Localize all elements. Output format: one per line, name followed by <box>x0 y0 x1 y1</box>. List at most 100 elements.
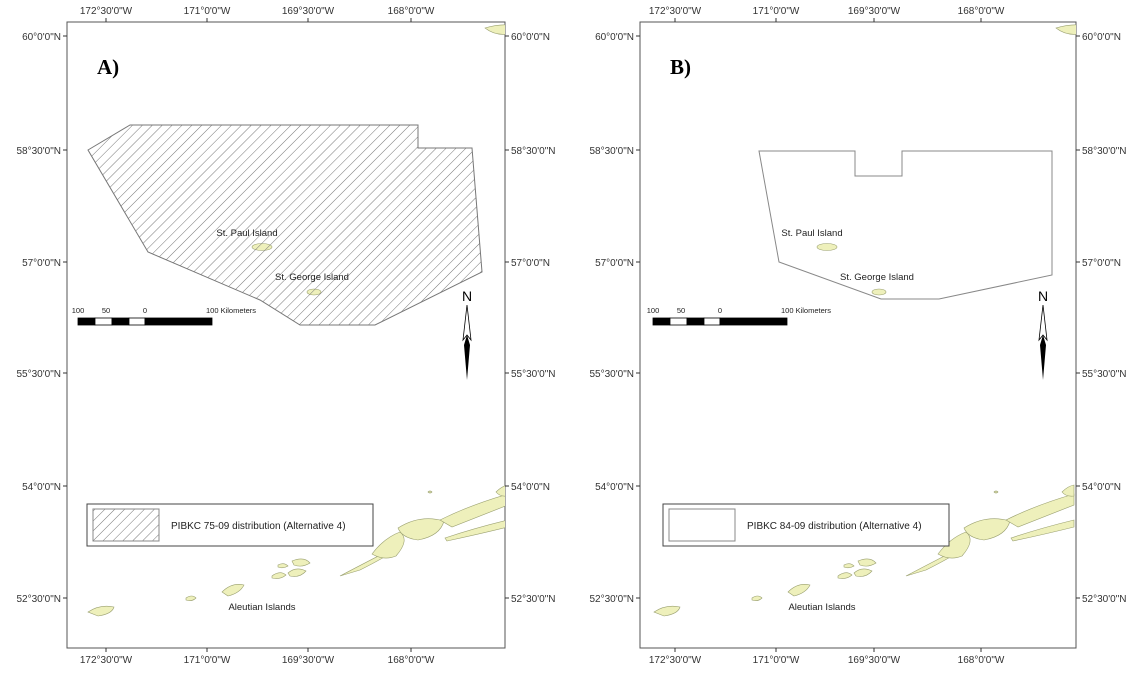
legend-label: PIBKC 84-09 distribution (Alternative 4) <box>747 521 922 532</box>
lon-tick-label-bottom: 169°30'0"W <box>282 655 335 666</box>
map-panel-b: 172°30'0"W 172°30'0"W 171°0'0"W 171°0'0"W 16… <box>571 0 1141 675</box>
scale-bar-label: 100 <box>647 306 660 315</box>
lon-tick-label-top: 172°30'0"W <box>649 6 702 17</box>
lat-tick-label-left: 54°0'0"N <box>22 482 61 493</box>
scale-bar-segment <box>686 317 705 326</box>
aleutian-island-shape <box>221 584 245 597</box>
lon-tick-label-top: 169°30'0"W <box>848 6 901 17</box>
lat-tick-label-right: 58°30'0"N <box>1082 146 1127 157</box>
scale-bar-label: 50 <box>102 306 110 315</box>
scale-bar-label: 100 Kilometers <box>781 306 831 315</box>
st-george-label: St. George Island <box>275 272 349 283</box>
aleutian-island-shape <box>291 558 311 567</box>
st-paul-island-shape <box>816 243 838 251</box>
scale-bar-segment <box>719 317 788 326</box>
aleutian-island-shape <box>439 494 505 528</box>
lat-tick-label-left: 58°30'0"N <box>590 146 635 157</box>
lat-tick-label-left: 55°30'0"N <box>590 369 635 380</box>
north-arrow-label: N <box>462 288 472 304</box>
aleutian-island-shape <box>937 531 971 559</box>
aleutian-island-shape <box>1005 493 1075 528</box>
lon-tick-label-top: 171°0'0"W <box>184 6 231 17</box>
lon-tick-label-top: 168°0'0"W <box>958 6 1005 17</box>
lat-tick-label-left: 55°30'0"N <box>17 369 62 380</box>
distribution-polygon <box>87 124 483 326</box>
aleutian-island-shape <box>993 490 999 494</box>
aleutian-island-shape <box>843 563 855 569</box>
lat-tick-label-right: 57°0'0"N <box>511 258 550 269</box>
scale-bar-label: 100 Kilometers <box>206 306 256 315</box>
land-layer <box>653 24 1076 617</box>
lat-tick-label-left: 57°0'0"N <box>595 258 634 269</box>
scale-bar-label: 100 <box>72 306 85 315</box>
scale-bar-segment <box>669 317 688 326</box>
aleutian-islands-label: Aleutian Islands <box>228 602 295 613</box>
lat-tick-label-right: 52°30'0"N <box>1082 594 1127 605</box>
lat-tick-label-right: 58°30'0"N <box>511 146 556 157</box>
st-paul-label: St. Paul Island <box>216 228 277 239</box>
aleutian-island-shape <box>371 531 405 559</box>
aleutian-island-shape <box>271 572 287 579</box>
aleutian-island-shape <box>1061 484 1075 497</box>
scale-bar-segment <box>128 317 146 326</box>
lon-tick-label-top: 169°30'0"W <box>282 6 335 17</box>
map-panel-a: 172°30'0"W 172°30'0"W 171°0'0"W 171°0'0"W 16… <box>0 0 570 675</box>
lon-tick-label-bottom: 172°30'0"W <box>649 655 702 666</box>
lat-tick-label-left: 58°30'0"N <box>17 146 62 157</box>
lat-tick-label-right: 54°0'0"N <box>1082 482 1121 493</box>
aleutian-island-shape <box>87 605 115 617</box>
lat-tick-label-left: 60°0'0"N <box>595 32 634 43</box>
scale-bar-label: 0 <box>143 306 147 315</box>
aleutian-island-shape <box>857 558 877 567</box>
map-frame <box>66 21 506 649</box>
aleutian-island-shape <box>277 563 289 569</box>
aleutian-island-shape <box>287 568 307 577</box>
scale-bar-segment <box>703 317 721 326</box>
mainland-corner-shape <box>484 24 505 35</box>
aleutian-island-shape <box>427 490 433 494</box>
lon-tick-label-top: 171°0'0"W <box>753 6 800 17</box>
lat-tick-label-right: 54°0'0"N <box>511 482 550 493</box>
lat-tick-label-left: 54°0'0"N <box>595 482 634 493</box>
map-svg-b: 172°30'0"W 172°30'0"W 171°0'0"W 171°0'0"W 16… <box>590 6 1127 666</box>
lat-tick-label-right: 60°0'0"N <box>511 32 550 43</box>
legend-swatch <box>92 508 160 542</box>
lat-tick-label-left: 52°30'0"N <box>17 594 62 605</box>
lat-tick-label-right: 52°30'0"N <box>511 594 556 605</box>
lon-tick-label-top: 172°30'0"W <box>80 6 133 17</box>
north-arrow-icon <box>464 335 470 380</box>
lon-tick-label-bottom: 169°30'0"W <box>848 655 901 666</box>
lat-tick-label-left: 52°30'0"N <box>590 594 635 605</box>
aleutian-island-shape <box>185 595 197 601</box>
mainland-corner-shape <box>1055 24 1076 35</box>
panel-label: A) <box>97 55 119 79</box>
legend-label: PIBKC 75-09 distribution (Alternative 4) <box>171 521 346 532</box>
lat-tick-label-right: 55°30'0"N <box>1082 369 1127 380</box>
lat-tick-label-right: 60°0'0"N <box>1082 32 1121 43</box>
lon-tick-label-bottom: 168°0'0"W <box>958 655 1005 666</box>
scale-bar-label: 0 <box>718 306 722 315</box>
distribution-polygon <box>758 150 1053 300</box>
map-frame <box>639 21 1077 649</box>
aleutian-islands-label: Aleutian Islands <box>788 602 855 613</box>
scale-bar-segment <box>652 317 671 326</box>
scale-bar-label: 50 <box>677 306 685 315</box>
aleutian-island-shape <box>787 584 811 597</box>
st-george-island-shape <box>871 288 887 296</box>
aleutian-island-shape <box>653 605 681 617</box>
aleutian-island-shape <box>963 518 1011 541</box>
lat-tick-label-left: 60°0'0"N <box>22 32 61 43</box>
aleutian-island-shape <box>444 520 505 542</box>
north-arrow-icon <box>1040 335 1046 380</box>
map-svg-a: 172°30'0"W 172°30'0"W 171°0'0"W 171°0'0"W 16… <box>17 6 556 666</box>
panel-label: B) <box>670 55 691 79</box>
lon-tick-label-bottom: 171°0'0"W <box>753 655 800 666</box>
lon-tick-label-bottom: 172°30'0"W <box>80 655 133 666</box>
st-paul-label: St. Paul Island <box>781 228 842 239</box>
aleutian-island-shape <box>853 568 873 577</box>
lon-tick-label-bottom: 171°0'0"W <box>184 655 231 666</box>
scale-bar-segment <box>94 317 113 326</box>
st-george-label: St. George Island <box>840 272 914 283</box>
aleutian-island-shape <box>751 595 763 601</box>
aleutian-island-shape <box>837 572 853 579</box>
